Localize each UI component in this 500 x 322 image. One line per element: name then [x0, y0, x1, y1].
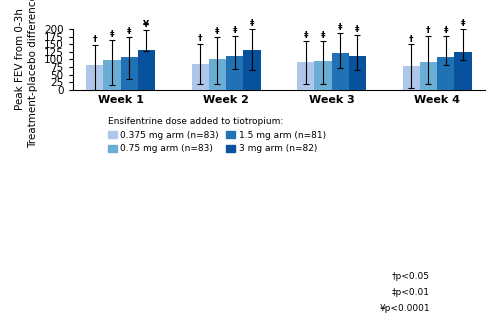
Bar: [420, 62, 437, 90]
Y-axis label: Peak FEV from 0-3h
Treatment-placebo difference, mL: Peak FEV from 0-3h Treatment-placebo dif…: [15, 0, 38, 147]
Bar: [297, 62, 314, 90]
Text: ‡: ‡: [320, 31, 325, 40]
Text: ‡: ‡: [232, 26, 237, 35]
Text: ‡p<0.01: ‡p<0.01: [392, 288, 430, 297]
Bar: [226, 56, 244, 90]
Bar: [244, 50, 260, 90]
Text: †: †: [409, 34, 414, 43]
Bar: [120, 57, 138, 90]
Bar: [138, 50, 155, 90]
Bar: [192, 64, 209, 90]
Text: ‡: ‡: [110, 30, 114, 39]
Text: †: †: [92, 35, 97, 44]
Bar: [86, 65, 104, 90]
Text: †: †: [426, 26, 430, 35]
Text: ‡: ‡: [250, 19, 254, 28]
Legend: 0.375 mg arm (n=83), 0.75 mg arm (n=83), 1.5 mg arm (n=81), 3 mg arm (n=82): 0.375 mg arm (n=83), 0.75 mg arm (n=83),…: [104, 114, 330, 157]
Text: †p<0.05: †p<0.05: [392, 272, 430, 281]
Text: ‡: ‡: [460, 19, 465, 28]
Text: ¥p<0.0001: ¥p<0.0001: [380, 304, 430, 313]
Text: ‡: ‡: [338, 23, 342, 32]
Bar: [454, 52, 471, 90]
Text: ‡: ‡: [127, 27, 132, 36]
Bar: [104, 60, 120, 90]
Text: ‡: ‡: [304, 31, 308, 40]
Text: ‡: ‡: [215, 27, 220, 36]
Bar: [332, 53, 349, 90]
Bar: [402, 66, 420, 90]
Text: ‡: ‡: [355, 25, 360, 34]
Bar: [437, 57, 454, 90]
Bar: [349, 56, 366, 90]
Text: †: †: [198, 33, 202, 43]
Text: ¥: ¥: [144, 20, 150, 29]
Bar: [314, 62, 332, 90]
Bar: [209, 59, 226, 90]
Text: ‡: ‡: [444, 26, 448, 35]
